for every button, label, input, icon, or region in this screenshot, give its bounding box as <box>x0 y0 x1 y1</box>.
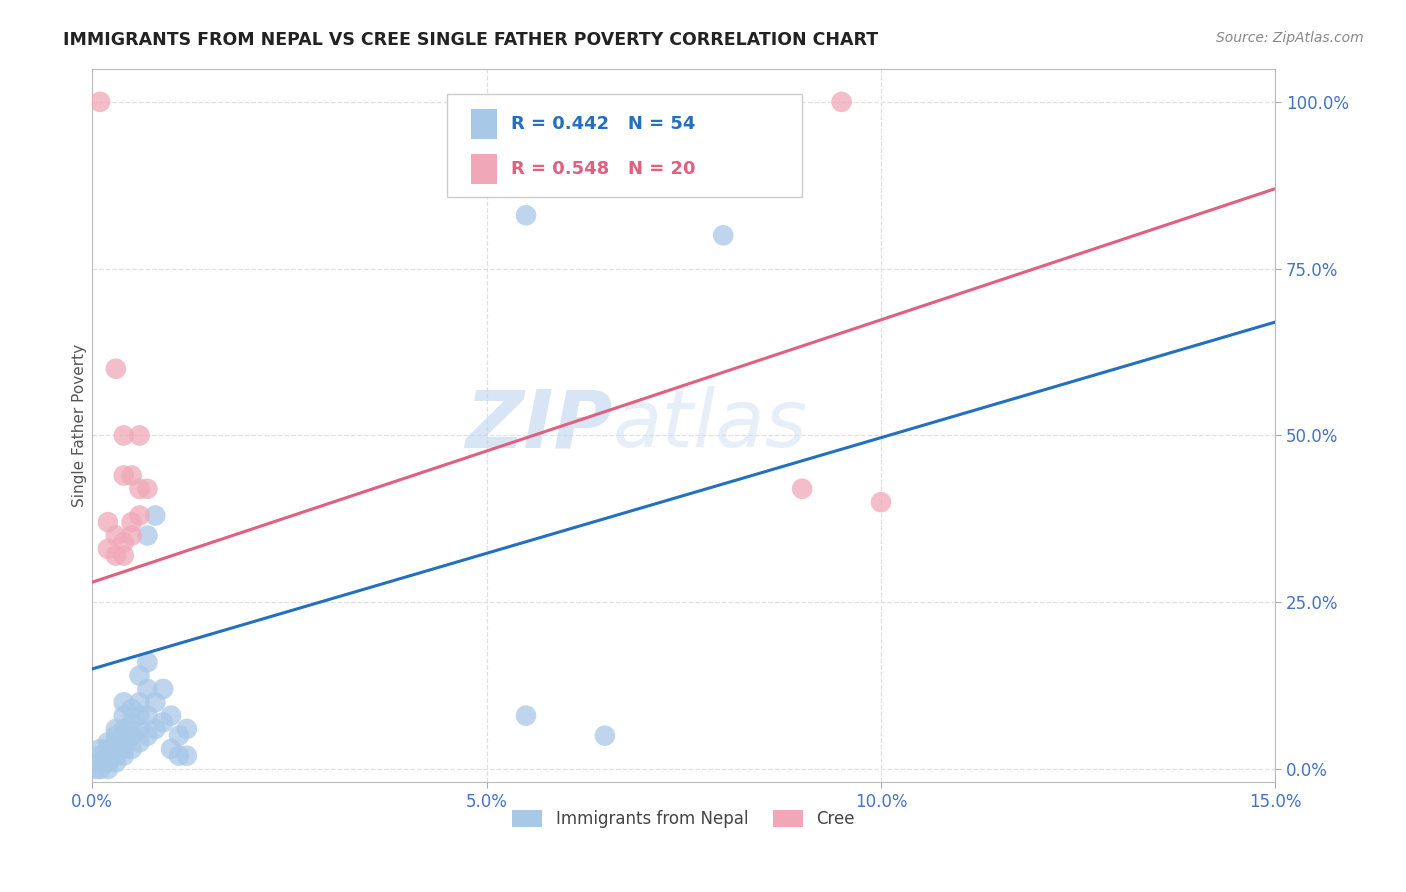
Point <box>121 468 143 483</box>
Point <box>143 722 166 736</box>
Point <box>121 742 143 756</box>
Point <box>128 735 150 749</box>
Point <box>593 729 616 743</box>
Point <box>136 528 159 542</box>
Text: IMMIGRANTS FROM NEPAL VS CREE SINGLE FATHER POVERTY CORRELATION CHART: IMMIGRANTS FROM NEPAL VS CREE SINGLE FAT… <box>63 31 879 49</box>
Point <box>93 756 115 770</box>
Point <box>89 762 111 776</box>
Point <box>121 729 143 743</box>
Point <box>97 762 120 776</box>
Point <box>152 715 174 730</box>
Point <box>104 722 127 736</box>
Point <box>104 756 127 770</box>
Point <box>112 748 135 763</box>
Point <box>112 468 135 483</box>
Point <box>112 549 135 563</box>
FancyBboxPatch shape <box>471 109 496 138</box>
Point <box>711 228 734 243</box>
Point <box>136 708 159 723</box>
Point <box>515 208 537 222</box>
Y-axis label: Single Father Poverty: Single Father Poverty <box>72 344 87 507</box>
Point <box>143 695 166 709</box>
Point <box>104 361 127 376</box>
Point <box>101 748 124 763</box>
FancyBboxPatch shape <box>471 153 496 184</box>
Point <box>152 681 174 696</box>
Point <box>104 748 127 763</box>
Point <box>160 742 183 756</box>
Point <box>112 722 135 736</box>
Point <box>112 735 135 749</box>
Point <box>176 722 198 736</box>
Point <box>97 515 120 529</box>
Point <box>104 549 127 563</box>
Point <box>112 742 135 756</box>
Point <box>97 748 120 763</box>
Point <box>136 681 159 696</box>
Point <box>128 722 150 736</box>
Point <box>128 428 150 442</box>
Point <box>97 742 120 756</box>
Text: R = 0.548   N = 20: R = 0.548 N = 20 <box>510 160 696 178</box>
Point <box>160 708 183 723</box>
Point <box>128 668 150 682</box>
Point <box>97 541 120 556</box>
Point <box>112 708 135 723</box>
Point <box>89 756 111 770</box>
Point <box>870 495 893 509</box>
Point <box>97 735 120 749</box>
Point <box>112 729 135 743</box>
Point <box>143 508 166 523</box>
Point <box>84 762 107 776</box>
FancyBboxPatch shape <box>447 94 801 197</box>
Point <box>831 95 853 109</box>
Point <box>104 742 127 756</box>
Point <box>790 482 813 496</box>
Point <box>136 655 159 669</box>
Point <box>89 742 111 756</box>
Text: atlas: atlas <box>613 386 807 465</box>
Point <box>121 715 143 730</box>
Point <box>89 748 111 763</box>
Point <box>128 508 150 523</box>
Point <box>136 482 159 496</box>
Point <box>167 748 190 763</box>
Legend: Immigrants from Nepal, Cree: Immigrants from Nepal, Cree <box>506 803 862 835</box>
Point <box>112 535 135 549</box>
Point <box>128 695 150 709</box>
Point <box>112 428 135 442</box>
Text: R = 0.442   N = 54: R = 0.442 N = 54 <box>510 114 696 133</box>
Point <box>167 729 190 743</box>
Point <box>121 528 143 542</box>
Point <box>104 735 127 749</box>
Point <box>136 729 159 743</box>
Point <box>121 515 143 529</box>
Point <box>121 702 143 716</box>
Point <box>128 708 150 723</box>
Text: Source: ZipAtlas.com: Source: ZipAtlas.com <box>1216 31 1364 45</box>
Point <box>104 528 127 542</box>
Point <box>97 756 120 770</box>
Point <box>104 729 127 743</box>
Point <box>176 748 198 763</box>
Text: ZIP: ZIP <box>465 386 613 465</box>
Point <box>515 708 537 723</box>
Point <box>89 95 111 109</box>
Point <box>112 695 135 709</box>
Point <box>128 482 150 496</box>
